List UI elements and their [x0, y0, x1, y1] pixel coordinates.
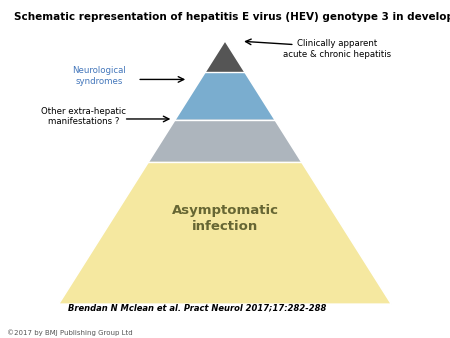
Text: ©2017 by BMJ Publishing Group Ltd: ©2017 by BMJ Publishing Group Ltd	[7, 330, 132, 336]
Polygon shape	[205, 41, 245, 72]
Text: PN: PN	[396, 310, 423, 328]
Polygon shape	[58, 162, 392, 304]
Polygon shape	[175, 72, 275, 120]
Text: Asymptomatic
infection: Asymptomatic infection	[171, 203, 279, 233]
Polygon shape	[148, 120, 302, 162]
Text: Schematic representation of hepatitis E virus (HEV) genotype 3 in developed coun: Schematic representation of hepatitis E …	[14, 12, 450, 22]
Text: Clinically apparent
acute & chronic hepatitis: Clinically apparent acute & chronic hepa…	[284, 39, 392, 59]
Text: Brendan N Mclean et al. Pract Neurol 2017;17:282-288: Brendan N Mclean et al. Pract Neurol 201…	[68, 304, 326, 313]
Text: Neurological
syndromes: Neurological syndromes	[72, 66, 126, 86]
Text: Other extra-hepatic
manifestations ?: Other extra-hepatic manifestations ?	[41, 107, 126, 126]
